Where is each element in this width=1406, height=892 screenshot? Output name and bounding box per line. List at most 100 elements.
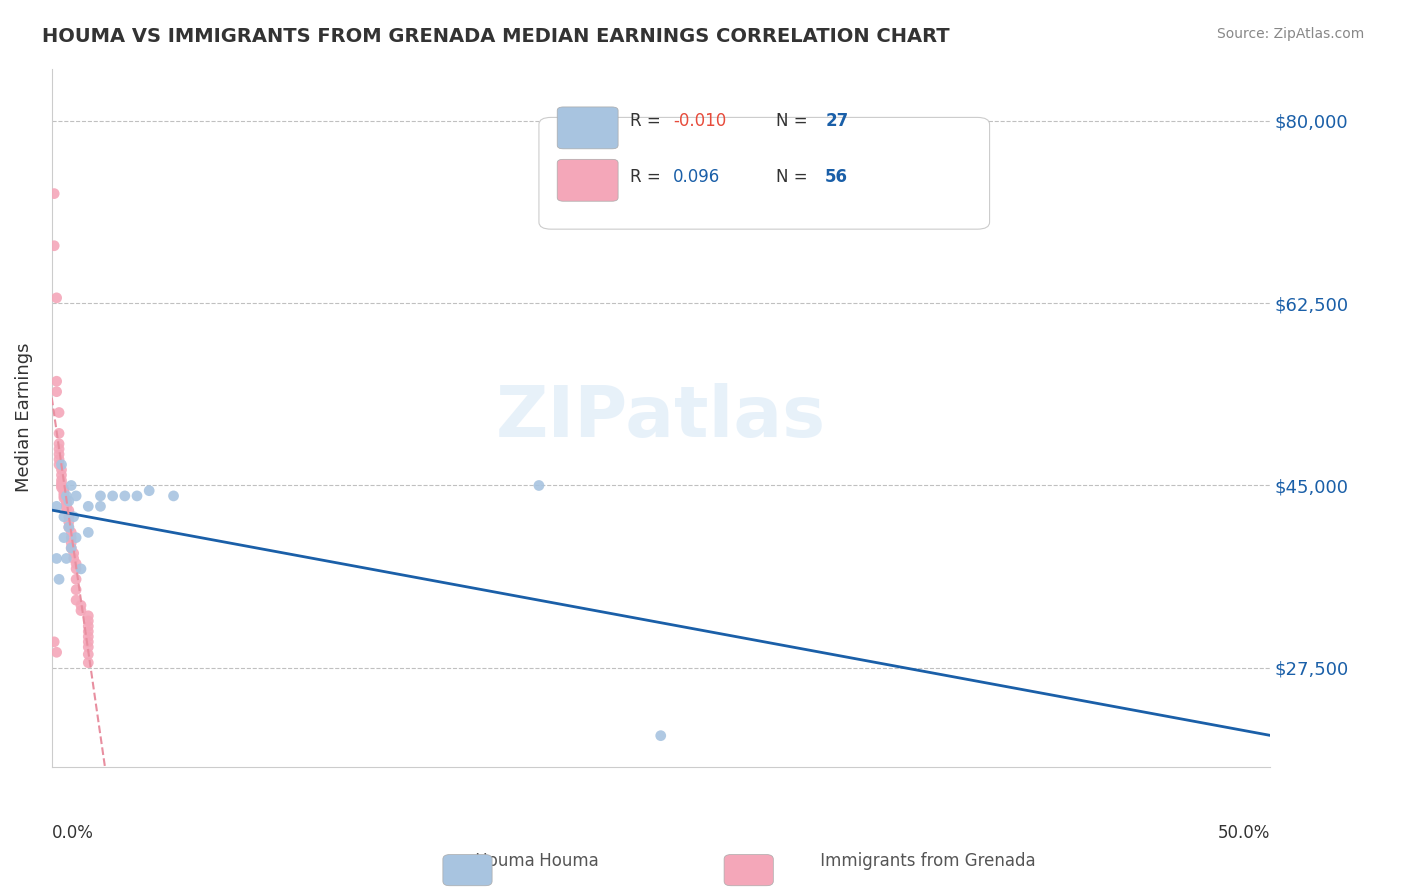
Point (52, 489, 75, 503)
Point (58, 503, 80, 517)
Point (70, 562, 93, 576)
Point (60, 536, 83, 550)
Point (45, 374, 67, 388)
Point (77, 640, 100, 654)
Point (55, 489, 77, 503)
Point (65, 531, 87, 545)
Point (55, 497, 77, 511)
Point (48, 458, 70, 472)
Point (77, 500, 100, 514)
Text: R =: R = (630, 112, 666, 130)
Point (44, 186, 66, 201)
Point (51, 458, 73, 472)
Text: 50.0%: 50.0% (1218, 824, 1270, 842)
Point (62, 551, 84, 566)
Point (55, 501, 77, 516)
Point (125, 489, 148, 503)
Point (44, 238, 66, 252)
Point (62, 509, 84, 524)
Point (65, 572, 87, 586)
Point (55, 495, 77, 509)
Point (52, 483, 75, 497)
Point (77, 614, 100, 628)
Point (45, 291, 67, 305)
Point (650, 729, 672, 743)
Point (48, 442, 70, 456)
Point (89, 489, 111, 503)
Point (52, 484, 75, 499)
Point (48, 426, 70, 441)
Point (52, 487, 75, 501)
Text: Houma: Houma (492, 852, 599, 870)
Point (77, 648, 100, 662)
Point (51, 481, 73, 495)
Point (44, 635, 66, 649)
Text: 0.0%: 0.0% (52, 824, 94, 842)
Point (527, 478, 550, 492)
FancyBboxPatch shape (557, 107, 619, 149)
Point (45, 384, 67, 399)
Point (45, 645, 67, 659)
Point (48, 437, 70, 451)
Point (101, 489, 124, 503)
Point (55, 500, 77, 514)
Point (138, 483, 160, 498)
Point (77, 624, 100, 639)
Point (45, 551, 67, 566)
Point (70, 599, 93, 613)
Point (48, 405, 70, 419)
Text: ZIPatlas: ZIPatlas (496, 384, 825, 452)
Point (114, 489, 136, 503)
FancyBboxPatch shape (557, 160, 619, 202)
Point (52, 531, 75, 545)
Point (48, 447, 70, 461)
Point (70, 604, 93, 618)
Point (60, 541, 83, 555)
Text: N =: N = (776, 168, 813, 186)
Point (51, 476, 73, 491)
Point (51, 473, 73, 487)
FancyBboxPatch shape (538, 118, 990, 229)
Text: N =: N = (776, 112, 813, 130)
Point (51, 478, 73, 492)
Text: 0.096: 0.096 (673, 168, 720, 186)
Point (77, 635, 100, 649)
Point (58, 515, 80, 529)
Point (45, 500, 67, 514)
Y-axis label: Median Earnings: Median Earnings (15, 343, 32, 492)
Text: □  Houma: □ Houma (450, 852, 534, 870)
Point (77, 630, 100, 644)
Point (65, 489, 87, 503)
Point (77, 608, 100, 623)
Point (58, 520, 80, 534)
Text: HOUMA VS IMMIGRANTS FROM GRENADA MEDIAN EARNINGS CORRELATION CHART: HOUMA VS IMMIGRANTS FROM GRENADA MEDIAN … (42, 27, 950, 45)
Point (60, 541, 83, 555)
Point (51, 468, 73, 483)
Point (51, 463, 73, 477)
Text: 56: 56 (825, 168, 848, 186)
Text: R =: R = (630, 168, 666, 186)
Text: Immigrants from Grenada: Immigrants from Grenada (773, 852, 1036, 870)
Point (52, 509, 75, 524)
Point (77, 525, 100, 540)
Point (60, 525, 83, 540)
Text: -0.010: -0.010 (673, 112, 725, 130)
Point (58, 509, 80, 524)
Text: Source: ZipAtlas.com: Source: ZipAtlas.com (1216, 27, 1364, 41)
Point (89, 500, 111, 514)
Point (65, 582, 87, 597)
Point (65, 557, 87, 571)
Point (52, 491, 75, 505)
Point (60, 531, 83, 545)
Point (65, 593, 87, 607)
Point (48, 572, 70, 586)
Point (65, 562, 87, 576)
Point (55, 551, 77, 566)
Point (48, 452, 70, 467)
Point (58, 494, 80, 508)
Point (55, 493, 77, 508)
Point (58, 520, 80, 534)
Point (60, 478, 83, 492)
Point (62, 546, 84, 560)
Text: 27: 27 (825, 112, 848, 130)
